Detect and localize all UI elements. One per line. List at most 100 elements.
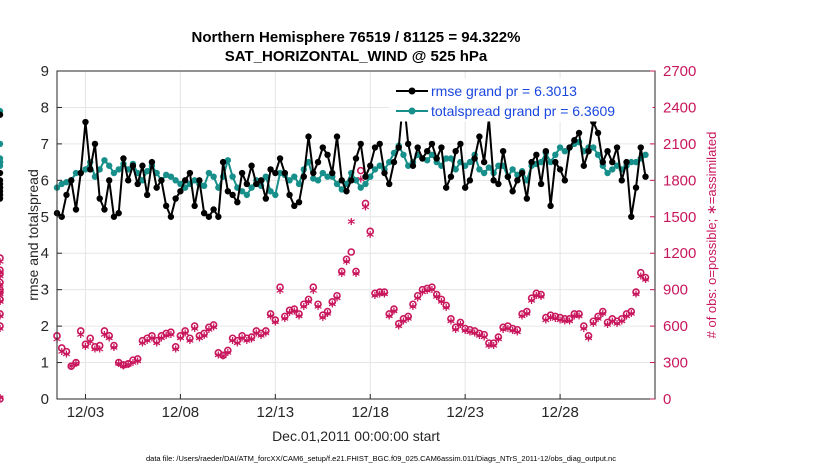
y-right-tick-label: 900: [663, 282, 688, 299]
y-right-tick-label: 0: [663, 391, 671, 408]
obs-possible-marker: [565, 315, 574, 323]
rmse-point: [0, 177, 4, 184]
totalspread-point: [200, 182, 208, 189]
rmse-point: [533, 151, 540, 159]
obs-assimilated-marker: *: [157, 331, 165, 349]
obs-assimilated-marker: *: [105, 331, 113, 349]
legend-box: [389, 78, 653, 122]
obs-possible-marker: [276, 283, 284, 292]
obs-assimilated-marker: *: [504, 322, 512, 340]
obs-possible-marker: [580, 322, 588, 330]
obs-assimilated-marker: *: [262, 327, 270, 345]
obs-assimilated-marker: *: [594, 312, 602, 330]
obs-possible-marker: [456, 318, 465, 327]
rmse-point: [305, 133, 312, 140]
rmse-point: [594, 129, 602, 137]
y-left-tick-label: 1: [41, 355, 49, 372]
obs-assimilated-marker: *: [0, 322, 4, 340]
obs-possible-marker: [0, 278, 4, 287]
obs-assimilated-marker: *: [129, 356, 137, 374]
obs-possible-marker: [224, 346, 232, 355]
rmse-point: [229, 191, 236, 199]
rmse-point: [210, 206, 217, 213]
obs-assimilated-marker: *: [499, 323, 507, 341]
obs-possible-marker: [361, 199, 370, 208]
rmse-point: [87, 166, 94, 173]
obs-possible-marker: [162, 329, 170, 338]
obs-assimilated-marker: *: [381, 288, 389, 306]
obs-assimilated-marker: *: [509, 324, 517, 342]
obs-possible-marker: [337, 267, 346, 276]
obs-assimilated-marker: *: [414, 291, 422, 309]
rmse-point: [523, 195, 531, 202]
obs-possible-marker: [0, 395, 4, 403]
obs-assimilated-marker: *: [456, 318, 464, 336]
rmse-point: [457, 140, 464, 148]
obs-assimilated-marker: *: [238, 331, 246, 349]
obs-assimilated-marker: *: [63, 347, 71, 365]
obs-assimilated-marker: *: [433, 290, 441, 308]
obs-assimilated-marker: *: [480, 330, 488, 348]
obs-assimilated-marker: *: [419, 285, 427, 303]
obs-assimilated-marker: *: [286, 306, 294, 324]
rmse-point: [343, 188, 350, 195]
obs-possible-marker: [281, 312, 289, 321]
obs-possible-marker: [617, 315, 626, 323]
obs-possible-marker: [589, 317, 598, 326]
plot-title: Northern Hemisphere 76519 / 81125 = 94.3…: [192, 29, 521, 65]
obs-possible-marker: [167, 328, 175, 336]
totalspread-point: [272, 191, 279, 199]
obs-assimilated-marker: *: [466, 325, 474, 343]
chart-title-line2: SAT_HORIZONTAL_WIND @ 525 hPa: [225, 48, 488, 65]
obs-assimilated-marker: *: [191, 322, 199, 340]
obs-possible-marker: [428, 283, 436, 292]
rmse-point: [134, 180, 141, 188]
obs-assimilated-marker: *: [518, 310, 526, 328]
y-right-tick-label: 300: [663, 355, 688, 372]
obs-possible-marker: [632, 288, 640, 296]
rmse-point: [613, 144, 621, 151]
rmse-point: [124, 177, 132, 184]
rmse-point: [295, 199, 303, 206]
obs-possible-marker: [466, 325, 474, 334]
obs-assimilated-marker: *: [642, 273, 650, 291]
obs-possible-marker: [489, 339, 498, 347]
obs-possible-marker: [594, 312, 602, 321]
obs-assimilated-marker: *: [224, 346, 232, 364]
obs-assimilated-marker: *: [604, 318, 612, 336]
obs-possible-marker: [314, 300, 322, 309]
rmse-point: [471, 155, 478, 162]
rmse-point: [609, 158, 616, 166]
obs-assimilated-marker: *: [627, 307, 635, 325]
obs-possible-marker: [295, 310, 303, 318]
rmse-point: [96, 195, 103, 202]
y-right-tick-label: 2700: [663, 63, 696, 80]
totalspread-point: [248, 184, 255, 191]
obs-possible-marker: [371, 289, 379, 298]
rmse-point: [143, 191, 151, 199]
obs-assimilated-marker: *: [305, 295, 313, 313]
obs-assimilated-marker: *: [347, 215, 355, 233]
rmse-point: [234, 199, 241, 206]
rmse-point: [129, 162, 137, 169]
obs-assimilated-marker: *: [485, 339, 493, 357]
rmse-point: [267, 166, 274, 173]
obs-assimilated-marker: *: [181, 327, 189, 345]
chart-title-line1: Northern Hemisphere 76519 / 81125 = 94.3…: [192, 29, 521, 46]
totalspread-point: [447, 155, 455, 162]
obs-assimilated-marker: *: [148, 331, 156, 349]
rmse-point: [281, 169, 289, 177]
obs-possible-marker: [551, 312, 560, 321]
rmse-point: [196, 177, 203, 184]
obs-assimilated-marker: *: [214, 348, 222, 366]
obs-possible-marker: [532, 289, 541, 298]
obs-assimilated-marker: *: [537, 290, 545, 308]
obs-possible-marker: [57, 344, 66, 352]
obs-possible-marker: [95, 341, 104, 350]
obs-possible-marker: [342, 255, 351, 264]
obs-possible-marker: [584, 332, 593, 340]
obs-assimilated-marker: *: [338, 267, 346, 285]
rmse-point: [120, 155, 127, 162]
totalspread-point: [442, 155, 450, 162]
obs-assimilated-marker: *: [632, 288, 640, 306]
